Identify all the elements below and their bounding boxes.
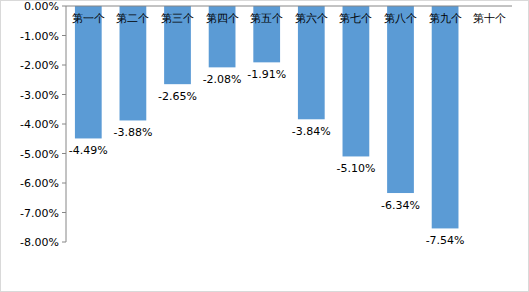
y-tick	[62, 6, 66, 7]
data-label: -1.91%	[247, 68, 286, 81]
chart-container: 0.00% -1.00% -2.00% -3.00% -4.00% -5.00% -6.00…	[0, 0, 529, 292]
y-tick-label: -8.00%	[20, 236, 59, 249]
bar	[75, 6, 102, 138]
y-tick-label: -3.00%	[20, 89, 59, 102]
data-label: -3.84%	[292, 125, 331, 138]
bar	[343, 6, 370, 156]
x-tick-label: 第五个	[250, 12, 283, 25]
y-tick	[62, 212, 66, 213]
data-label: -7.54%	[426, 234, 465, 247]
x-tick-label: 第九个	[429, 12, 462, 25]
data-label: -2.08%	[203, 73, 242, 86]
data-label: -4.49%	[69, 144, 108, 157]
chart-svg: 0.00% -1.00% -2.00% -3.00% -4.00% -5.00% -6.00…	[0, 0, 529, 292]
x-tick-label: 第二个	[116, 12, 149, 25]
bar	[432, 6, 459, 228]
y-tick	[62, 35, 66, 36]
bars	[75, 6, 459, 228]
x-tick-label: 第一个	[72, 12, 105, 25]
y-tick-label: -5.00%	[20, 148, 59, 161]
x-axis	[66, 6, 512, 7]
x-tick-label: 第六个	[295, 12, 328, 25]
y-tick	[62, 153, 66, 154]
y-tick	[62, 183, 66, 184]
data-label: -2.65%	[158, 90, 197, 103]
y-tick	[62, 65, 66, 66]
x-tick-label: 第四个	[206, 12, 239, 25]
x-tick-label: 第七个	[339, 12, 372, 25]
y-tick-label: -1.00%	[20, 30, 59, 43]
chart-frame	[1, 1, 529, 292]
x-tick-label: 第三个	[161, 12, 194, 25]
y-tick	[62, 124, 66, 125]
y-tick	[62, 242, 66, 243]
x-tick-label: 第十个	[473, 12, 506, 25]
data-label: -6.34%	[381, 199, 420, 212]
y-tick	[62, 94, 66, 95]
y-tick-label: -2.00%	[20, 59, 59, 72]
bar	[387, 6, 414, 193]
data-label: -5.10%	[336, 162, 375, 175]
data-label: -3.88%	[113, 126, 152, 139]
y-tick-label: -6.00%	[20, 177, 59, 190]
y-tick-label: -4.00%	[20, 118, 59, 131]
y-tick-label: -7.00%	[20, 207, 59, 220]
y-tick-label: 0.00%	[24, 0, 59, 13]
x-tick-label: 第八个	[384, 12, 417, 25]
